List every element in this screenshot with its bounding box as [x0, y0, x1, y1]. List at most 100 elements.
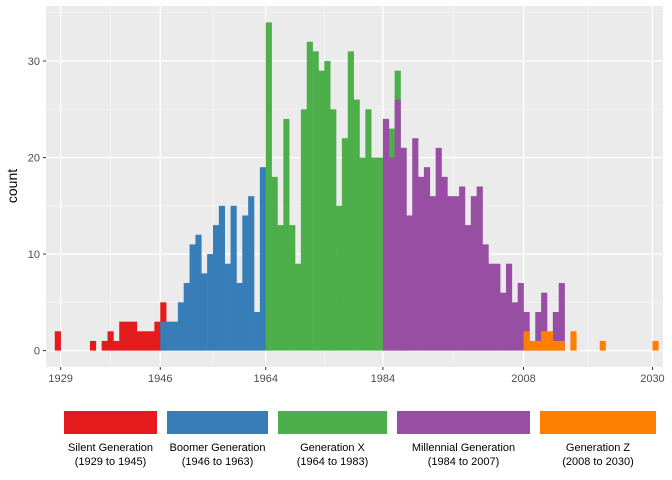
histogram-bar — [488, 263, 495, 351]
y-tick-label: 30 — [28, 56, 40, 68]
histogram-bar — [459, 186, 466, 351]
x-tick-label: 1964 — [253, 373, 277, 385]
histogram-bar — [470, 196, 477, 351]
x-tick-label: 2030 — [640, 373, 664, 385]
legend-key — [167, 411, 268, 434]
histogram-bar — [476, 186, 483, 351]
legend-label-name: Boomer Generation — [170, 442, 266, 454]
histogram-bar — [400, 147, 407, 351]
histogram-bar — [142, 331, 149, 351]
histogram-bar — [183, 283, 190, 351]
histogram-bar — [382, 118, 390, 351]
histogram-bar — [271, 176, 278, 351]
histogram-bar — [494, 263, 501, 351]
histogram-bar — [529, 340, 536, 351]
legend-key — [278, 411, 387, 434]
histogram-bar — [306, 41, 313, 351]
histogram-bar — [171, 321, 179, 351]
x-tick-label: 2008 — [511, 373, 535, 385]
histogram-bar — [177, 302, 184, 351]
histogram-bar — [230, 205, 237, 351]
legend-label-range: (1929 to 1945) — [75, 456, 147, 468]
histogram-bar — [347, 51, 354, 351]
legend-key — [540, 411, 656, 434]
histogram-bar — [341, 138, 349, 351]
histogram-bar — [201, 273, 208, 351]
histogram-bar — [330, 109, 337, 351]
histogram-bar — [447, 196, 454, 351]
histogram-bar — [148, 331, 155, 351]
histogram-bar — [552, 340, 560, 351]
histogram-bar — [535, 340, 542, 351]
histogram-bar — [546, 331, 554, 351]
histogram-bar — [324, 61, 331, 351]
histogram-bar — [189, 244, 196, 351]
legend-label-name: Generation X — [300, 442, 365, 454]
histogram-bar — [312, 51, 319, 351]
histogram-bar — [212, 225, 220, 351]
legend-label-name: Generation Z — [566, 442, 630, 454]
histogram-bar — [265, 22, 272, 351]
histogram-bar — [277, 225, 284, 351]
histogram-bar — [254, 311, 261, 351]
histogram-bar — [207, 254, 214, 351]
histogram-bar — [136, 331, 143, 351]
histogram-bar — [435, 147, 442, 351]
histogram-bar — [412, 138, 419, 351]
legend-label-range: (1964 to 1983) — [297, 456, 369, 468]
histogram-bar — [523, 331, 530, 351]
histogram-bar — [406, 215, 413, 351]
y-tick-label: 0 — [34, 346, 40, 358]
histogram-bar — [166, 321, 173, 351]
x-tick-label: 1929 — [48, 373, 72, 385]
histogram-bar — [365, 109, 372, 351]
histogram-bar — [295, 263, 302, 351]
histogram-bar — [300, 109, 308, 351]
histogram-bar — [652, 340, 659, 351]
histogram-bar — [505, 263, 513, 351]
histogram-bar — [552, 311, 560, 351]
histogram-bar — [236, 283, 243, 351]
legend-label-range: (2008 to 2030) — [562, 456, 634, 468]
histogram-bar — [160, 321, 167, 351]
legend-key — [64, 411, 157, 434]
y-axis-label: count — [4, 169, 20, 203]
histogram-bar — [336, 205, 343, 351]
histogram-bar — [423, 167, 431, 351]
histogram-bar — [130, 321, 138, 351]
histogram-bar — [464, 225, 472, 351]
histogram-bar — [558, 283, 565, 351]
legend-key — [397, 411, 530, 434]
histogram-bar — [125, 321, 132, 351]
x-tick-label: 1946 — [148, 373, 172, 385]
legend-label-name: Millennial Generation — [412, 442, 515, 454]
histogram-bar — [195, 234, 202, 351]
histogram-bar — [558, 340, 565, 351]
histogram-bar — [371, 157, 378, 351]
histogram-bar — [242, 215, 249, 351]
histogram-bar — [541, 292, 548, 351]
histogram-bar — [541, 331, 548, 351]
histogram-bar — [89, 340, 97, 351]
histogram-bar — [482, 244, 489, 351]
histogram-bar — [517, 283, 524, 351]
y-tick-label: 20 — [28, 153, 40, 165]
legend-label-range: (1946 to 1963) — [182, 456, 254, 468]
histogram-bar — [248, 196, 255, 351]
histogram-bar — [283, 118, 290, 351]
histogram-bar — [453, 196, 460, 351]
histogram-bar — [318, 70, 325, 351]
histogram-bar — [119, 321, 126, 351]
histogram-bar — [224, 263, 231, 351]
histogram-bar — [359, 157, 366, 351]
histogram-bar — [353, 99, 360, 351]
histogram-bar — [107, 331, 114, 351]
histogram-bar — [511, 302, 518, 351]
legend-label-range: (1984 to 2007) — [428, 456, 500, 468]
histogram-bars — [54, 22, 659, 351]
histogram-bar — [535, 311, 542, 351]
histogram-bar — [429, 196, 436, 351]
x-tick-label: 1984 — [371, 373, 395, 385]
